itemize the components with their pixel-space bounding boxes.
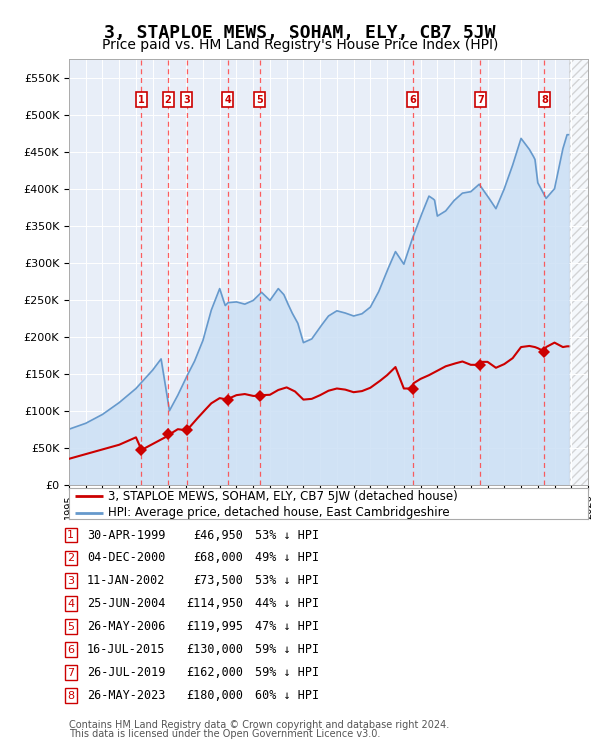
Text: Price paid vs. HM Land Registry's House Price Index (HPI): Price paid vs. HM Land Registry's House … <box>102 38 498 53</box>
Text: 30-APR-1999: 30-APR-1999 <box>87 528 165 542</box>
Text: 7: 7 <box>67 667 74 678</box>
Text: 59% ↓ HPI: 59% ↓ HPI <box>255 666 319 679</box>
Text: 1: 1 <box>67 530 74 540</box>
Text: £46,950: £46,950 <box>193 528 243 542</box>
Text: 3, STAPLOE MEWS, SOHAM, ELY, CB7 5JW: 3, STAPLOE MEWS, SOHAM, ELY, CB7 5JW <box>104 24 496 41</box>
Text: 8: 8 <box>541 95 548 104</box>
Text: 25-JUN-2004: 25-JUN-2004 <box>87 597 165 610</box>
Text: 59% ↓ HPI: 59% ↓ HPI <box>255 643 319 656</box>
Text: 53% ↓ HPI: 53% ↓ HPI <box>255 574 319 588</box>
Text: 49% ↓ HPI: 49% ↓ HPI <box>255 551 319 565</box>
Text: 6: 6 <box>67 645 74 655</box>
Text: 3, STAPLOE MEWS, SOHAM, ELY, CB7 5JW (detached house): 3, STAPLOE MEWS, SOHAM, ELY, CB7 5JW (de… <box>108 490 458 502</box>
Text: Contains HM Land Registry data © Crown copyright and database right 2024.: Contains HM Land Registry data © Crown c… <box>69 720 449 730</box>
Text: 5: 5 <box>256 95 263 104</box>
Text: 1: 1 <box>138 95 145 104</box>
Text: 2: 2 <box>67 553 74 563</box>
Text: 3: 3 <box>67 576 74 586</box>
Text: HPI: Average price, detached house, East Cambridgeshire: HPI: Average price, detached house, East… <box>108 506 449 519</box>
Text: 44% ↓ HPI: 44% ↓ HPI <box>255 597 319 610</box>
Text: This data is licensed under the Open Government Licence v3.0.: This data is licensed under the Open Gov… <box>69 728 380 739</box>
Text: £119,995: £119,995 <box>186 620 243 633</box>
Text: 11-JAN-2002: 11-JAN-2002 <box>87 574 165 588</box>
Text: 2: 2 <box>165 95 172 104</box>
Text: 60% ↓ HPI: 60% ↓ HPI <box>255 689 319 702</box>
Text: 8: 8 <box>67 690 74 701</box>
Text: £73,500: £73,500 <box>193 574 243 588</box>
Text: 5: 5 <box>67 622 74 632</box>
Text: £114,950: £114,950 <box>186 597 243 610</box>
Text: 26-JUL-2019: 26-JUL-2019 <box>87 666 165 679</box>
Text: 26-MAY-2006: 26-MAY-2006 <box>87 620 165 633</box>
Text: £68,000: £68,000 <box>193 551 243 565</box>
Text: 4: 4 <box>67 599 74 609</box>
Text: £162,000: £162,000 <box>186 666 243 679</box>
Bar <box>569 59 588 485</box>
Text: 16-JUL-2015: 16-JUL-2015 <box>87 643 165 656</box>
Text: 53% ↓ HPI: 53% ↓ HPI <box>255 528 319 542</box>
Text: 7: 7 <box>477 95 484 104</box>
Text: 6: 6 <box>410 95 416 104</box>
Text: 04-DEC-2000: 04-DEC-2000 <box>87 551 165 565</box>
Text: £130,000: £130,000 <box>186 643 243 656</box>
Text: 47% ↓ HPI: 47% ↓ HPI <box>255 620 319 633</box>
Text: £180,000: £180,000 <box>186 689 243 702</box>
Text: 3: 3 <box>184 95 190 104</box>
Text: 26-MAY-2023: 26-MAY-2023 <box>87 689 165 702</box>
Text: 4: 4 <box>224 95 231 104</box>
